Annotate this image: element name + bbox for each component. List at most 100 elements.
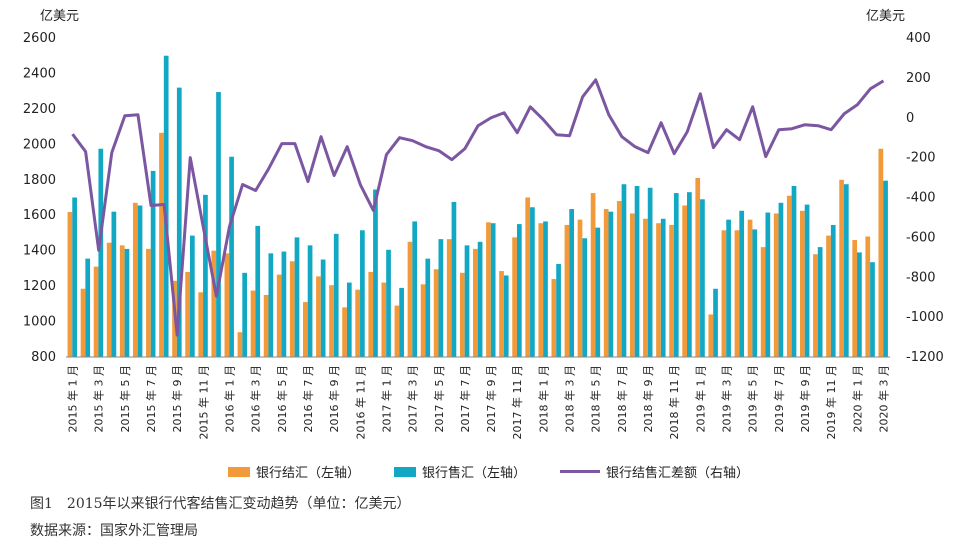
settlement-bar-16 bbox=[276, 274, 282, 357]
sale-bar-29 bbox=[451, 201, 457, 357]
sale-bar-42 bbox=[621, 184, 627, 357]
legend-label-settlement: 银行结汇（左轴） bbox=[256, 466, 361, 481]
settlement-bar-31 bbox=[473, 248, 478, 357]
sale-bar-3 bbox=[111, 211, 117, 357]
right-axis-ticks: -1200 -1000 -800 -600 -400 -200 0 200 400 bbox=[906, 31, 944, 365]
sale-bar-21 bbox=[346, 282, 352, 357]
sale-bar-2 bbox=[98, 148, 104, 357]
settlement-bar-17 bbox=[289, 261, 295, 357]
sale-bar-31 bbox=[477, 241, 483, 357]
net-balance-line bbox=[71, 78, 885, 337]
sale-bar-53 bbox=[765, 212, 771, 357]
sale-bar-44 bbox=[647, 187, 653, 357]
x-tick-29: 2019 年 11 月 bbox=[824, 365, 838, 439]
x-tick-27: 2019 年 7 月 bbox=[772, 365, 786, 432]
sale-bar-22 bbox=[360, 230, 365, 357]
legend-item-sale: 银行售汇（左轴） bbox=[394, 462, 526, 481]
sale-bar-27 bbox=[425, 258, 431, 357]
x-tick-4: 2015 年 9 月 bbox=[170, 365, 184, 432]
sale-bar-54 bbox=[778, 202, 784, 357]
settlement-bar-33 bbox=[499, 271, 504, 357]
settlement-bar-62 bbox=[878, 148, 884, 357]
sale-bars bbox=[72, 55, 888, 357]
settlement-bar-40 bbox=[590, 193, 596, 357]
sale-bar-58 bbox=[830, 224, 836, 357]
x-tick-25: 2019 年 3 月 bbox=[720, 365, 734, 432]
sale-bar-19 bbox=[320, 259, 326, 357]
legend-label-sale: 银行售汇（左轴） bbox=[422, 466, 527, 481]
settlement-bar-45 bbox=[656, 223, 661, 357]
sale-bar-59 bbox=[843, 184, 849, 357]
sale-bar-10 bbox=[203, 194, 208, 357]
sale-bar-40 bbox=[595, 227, 601, 357]
x-tick-28: 2019 年 9 月 bbox=[798, 365, 812, 432]
x-tick-21: 2018 年 7 月 bbox=[615, 365, 629, 432]
settlement-bar-32 bbox=[486, 222, 491, 357]
settlement-bar-47 bbox=[682, 205, 688, 357]
settlement-bar-3 bbox=[106, 242, 112, 357]
left-tick-2: 1200 bbox=[23, 279, 56, 294]
x-tick-23: 2018 年 11 月 bbox=[667, 365, 681, 439]
sale-bar-12 bbox=[229, 156, 234, 357]
x-tick-13: 2017 年 3 月 bbox=[406, 365, 420, 432]
sale-bar-28 bbox=[438, 239, 444, 357]
sale-bar-25 bbox=[399, 287, 404, 357]
settlement-bar-2 bbox=[93, 266, 99, 357]
sale-bar-13 bbox=[242, 272, 248, 357]
x-tick-2: 2015 年 5 月 bbox=[118, 365, 132, 432]
legend-swatch-sale bbox=[394, 466, 417, 477]
settlement-bar-49 bbox=[708, 314, 714, 357]
sale-bar-15 bbox=[268, 253, 274, 357]
sale-bar-7 bbox=[163, 55, 169, 357]
sale-bar-47 bbox=[687, 192, 692, 357]
settlement-bar-50 bbox=[721, 230, 727, 357]
x-tick-30: 2020 年 1 月 bbox=[850, 365, 864, 432]
x-tick-22: 2018 年 9 月 bbox=[641, 365, 655, 432]
sale-bar-62 bbox=[883, 180, 888, 357]
settlement-bar-26 bbox=[407, 241, 413, 357]
sale-bar-16 bbox=[281, 251, 287, 357]
settlement-bar-12 bbox=[224, 253, 230, 357]
x-tick-24: 2019 年 1 月 bbox=[693, 365, 707, 432]
right-tick-8: 400 bbox=[906, 31, 931, 46]
x-tick-1: 2015 年 3 月 bbox=[92, 365, 106, 432]
x-tick-3: 2015 年 7 月 bbox=[144, 365, 158, 432]
right-tick-1: -1000 bbox=[906, 310, 944, 325]
sale-bar-61 bbox=[870, 262, 875, 357]
x-tick-9: 2016 年 7 月 bbox=[301, 365, 315, 432]
sale-bar-36 bbox=[543, 221, 548, 357]
left-tick-1: 1000 bbox=[23, 315, 56, 330]
settlement-bar-19 bbox=[316, 276, 321, 357]
right-axis-unit: 亿美元 bbox=[866, 9, 906, 24]
left-tick-5: 1800 bbox=[23, 173, 56, 188]
sale-bar-18 bbox=[307, 245, 313, 357]
sale-bar-48 bbox=[700, 199, 705, 357]
settlement-bar-5 bbox=[132, 202, 138, 357]
sale-bar-5 bbox=[137, 205, 143, 357]
settlement-bar-6 bbox=[146, 248, 151, 357]
x-tick-17: 2017 年 11 月 bbox=[510, 365, 524, 439]
settlement-bar-53 bbox=[760, 247, 766, 357]
sale-bar-38 bbox=[569, 209, 575, 357]
x-tick-19: 2018 年 3 月 bbox=[563, 365, 577, 432]
settlement-bar-13 bbox=[237, 332, 243, 357]
settlement-bar-7 bbox=[159, 132, 164, 357]
x-tick-26: 2019 年 5 月 bbox=[746, 365, 760, 432]
sale-bar-6 bbox=[150, 170, 156, 357]
sale-bar-17 bbox=[294, 237, 300, 357]
x-tick-5: 2015 年 11 月 bbox=[196, 365, 210, 439]
settlement-bar-51 bbox=[734, 230, 740, 357]
sale-bar-8 bbox=[176, 87, 182, 357]
sale-bar-11 bbox=[216, 92, 221, 357]
legend-label-net: 银行结售汇差额（右轴） bbox=[606, 466, 750, 481]
left-tick-7: 2200 bbox=[23, 102, 56, 117]
settlement-bar-23 bbox=[368, 271, 374, 357]
settlement-bar-46 bbox=[669, 224, 674, 357]
right-tick-6: 0 bbox=[906, 111, 914, 126]
settlement-bar-9 bbox=[185, 271, 190, 357]
settlement-bar-39 bbox=[577, 219, 583, 357]
x-tick-11: 2016 年 11 月 bbox=[353, 365, 367, 439]
settlement-bar-38 bbox=[564, 224, 570, 357]
settlement-bar-37 bbox=[551, 279, 557, 357]
settlement-bar-29 bbox=[446, 239, 452, 357]
